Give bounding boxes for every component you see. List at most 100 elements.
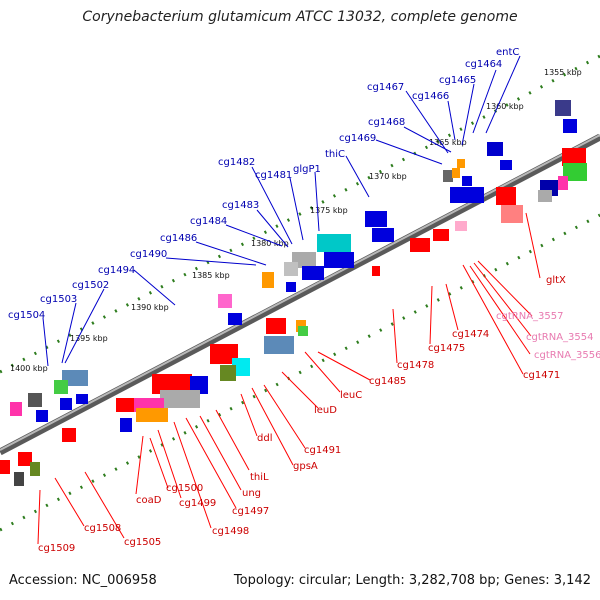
gene-label: cg1481 (255, 170, 292, 181)
kbp-label: 1360 kbp (486, 102, 524, 111)
gene-block (136, 408, 168, 422)
kbp-label: 1355 kbp (544, 68, 582, 77)
gene-label: gltX (546, 275, 566, 286)
gene-block (563, 163, 587, 181)
gene-label: cg1483 (222, 200, 259, 211)
gene-label: cg1467 (367, 82, 404, 93)
gene-block (76, 394, 88, 404)
gene-label: cg1503 (40, 294, 77, 305)
gene-label: cg1482 (218, 157, 255, 168)
reverse-features (0, 148, 587, 486)
gene-label: cgtRNA_3554 (526, 332, 594, 343)
gene-block (210, 344, 238, 364)
gene-block (501, 205, 523, 223)
gene-label: cg1474 (452, 329, 489, 340)
gene-block (284, 262, 298, 276)
gene-block (262, 272, 274, 288)
gene-label: cg1499 (179, 498, 216, 509)
gene-label: cg1500 (166, 483, 203, 494)
gene-block (462, 176, 472, 186)
kbp-label: 1385 kbp (192, 271, 230, 280)
gene-label: thiL (250, 472, 269, 483)
gene-block (443, 170, 453, 182)
map-title: Corynebacterium glutamicum ATCC 13032, c… (82, 9, 518, 25)
gene-block (558, 176, 568, 190)
gene-label: cg1475 (428, 343, 465, 354)
gene-block (264, 336, 294, 354)
gene-block (18, 452, 32, 466)
gene-label: cg1497 (232, 506, 269, 517)
gene-label: cg1486 (160, 233, 197, 244)
accession-text: Accession: NC_006958 (9, 573, 157, 588)
gene-block (496, 187, 516, 205)
gene-block (452, 168, 460, 178)
gene-label: leuC (340, 390, 362, 401)
kbp-label: 1365 kbp (429, 138, 467, 147)
gene-label: cg1498 (212, 526, 249, 537)
gene-label: cg1485 (369, 376, 406, 387)
gene-block (500, 160, 512, 170)
gene-block (410, 238, 430, 252)
kbp-label: 1375 kbp (310, 206, 348, 215)
gene-block (317, 234, 351, 252)
gene-block (14, 472, 24, 486)
gene-block (286, 282, 296, 292)
kbp-label: 1380 kbp (251, 239, 289, 248)
gene-label: entC (496, 47, 519, 58)
ticks-outer (0, 54, 600, 374)
gene-block (54, 380, 68, 394)
gene-block (28, 393, 42, 407)
gene-label: leuD (314, 405, 337, 416)
gene-block (433, 229, 449, 241)
gene-label: cg1466 (412, 91, 449, 102)
gene-block (62, 428, 76, 442)
gene-block (30, 462, 40, 476)
gene-block (372, 266, 380, 276)
gene-block (562, 148, 586, 166)
gene-label: cg1484 (190, 216, 227, 227)
bottom-label-leaders (37, 212, 541, 545)
gene-block (555, 100, 571, 116)
kbp-label: 1400 kbp (10, 364, 48, 373)
gene-block (220, 365, 236, 381)
kbp-label: 1390 kbp (131, 303, 169, 312)
kbp-labels: 1355 kbp 1360 kbp 1365 kbp 1370 kbp 1375… (10, 68, 582, 373)
forward-features (10, 100, 577, 422)
gene-block (266, 318, 286, 334)
gene-block (218, 294, 232, 308)
ticks-inner (0, 213, 600, 532)
gene-label: cgtRNA_3557 (496, 311, 564, 322)
gene-label: cg1502 (72, 280, 109, 291)
gene-label: cg1491 (304, 445, 341, 456)
gene-block (455, 221, 467, 231)
gene-label: gpsA (293, 461, 318, 472)
gene-label: cg1464 (465, 59, 502, 70)
top-label-leaders (42, 55, 521, 367)
gene-block (160, 390, 200, 408)
bottom-labels: gltX cgtRNA_3557 cgtRNA_3554 cgtRNA_3556… (38, 275, 600, 554)
gene-label: cg1509 (38, 543, 75, 554)
gene-label: coaD (136, 495, 162, 506)
gene-block (120, 418, 132, 432)
gene-label: ung (242, 488, 261, 499)
top-labels: entC cg1464 cg1465 cg1466 cg1467 cg1468 … (8, 47, 519, 321)
gene-block (36, 410, 48, 422)
gene-block (563, 119, 577, 133)
gene-block (62, 370, 88, 386)
gene-block (116, 398, 134, 412)
gene-block (190, 376, 208, 394)
gene-label: cg1490 (130, 249, 167, 260)
gene-label: thiC (325, 149, 345, 160)
gene-block (152, 374, 192, 394)
gene-block (60, 398, 72, 410)
gene-label: cg1469 (339, 133, 376, 144)
gene-label: cg1494 (98, 265, 135, 276)
gene-block (0, 460, 10, 474)
gene-label: cg1465 (439, 75, 476, 86)
gene-label: glgP1 (293, 164, 321, 175)
gene-label: cg1478 (397, 360, 434, 371)
gene-label: cg1508 (84, 523, 121, 534)
gene-label: cg1504 (8, 310, 45, 321)
gene-block (10, 402, 22, 416)
